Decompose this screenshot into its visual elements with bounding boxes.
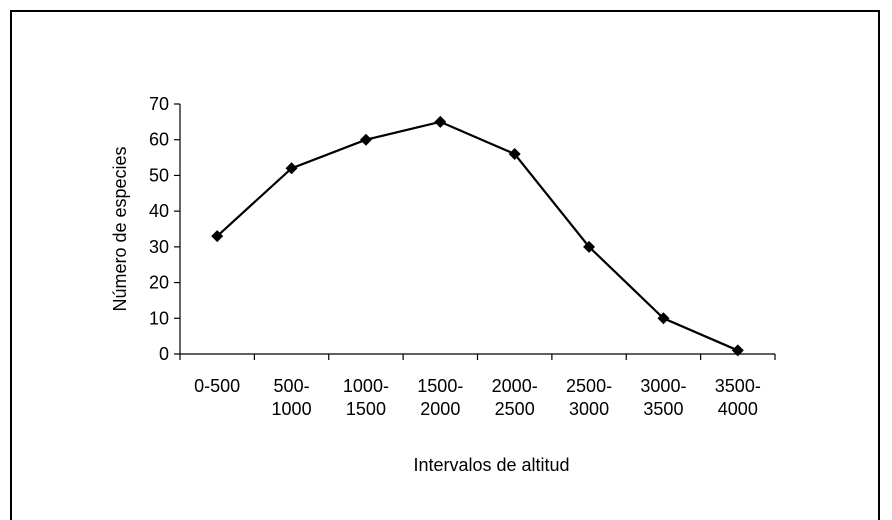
x-tick-label: 500-1000 [272, 376, 312, 419]
x-tick-label: 2500-3000 [566, 376, 612, 419]
line-chart: 0 10 20 30 40 50 60 70 0-500 500-1000 1000-1500 150… [110, 94, 776, 475]
data-point-marker [731, 344, 744, 357]
y-tick-label: 40 [149, 201, 169, 221]
series-line [216, 120, 739, 352]
x-tick-label: 3500-4000 [715, 376, 761, 419]
y-tick-label: 20 [149, 273, 169, 293]
y-tick-label: 0 [159, 344, 169, 364]
data-point-marker [359, 133, 372, 146]
data-point-marker [285, 162, 298, 175]
y-axis-title: Número de especies [110, 146, 130, 311]
x-tick-label: 2000-2500 [492, 376, 538, 419]
x-axis-title: Intervalos de altitud [413, 455, 569, 475]
x-tick-label: 3000-3500 [640, 376, 686, 419]
y-tick-label: 70 [149, 94, 169, 114]
y-tick-label: 10 [149, 308, 169, 328]
x-tick-label: 0-500 [194, 376, 240, 396]
data-point-marker [657, 312, 670, 325]
x-tick-label: 1000-1500 [343, 376, 389, 419]
y-tick-label: 60 [149, 130, 169, 150]
data-point-marker [434, 115, 447, 128]
data-point-marker [508, 148, 521, 160]
y-tick-label: 50 [149, 165, 169, 185]
data-point-marker [211, 230, 224, 243]
chart-frame: 0 10 20 30 40 50 60 70 0-500 500-1000 1000-1500 150… [10, 10, 880, 520]
data-point-marker [583, 240, 596, 253]
x-tick-label: 1500-2000 [417, 376, 463, 419]
y-tick-label: 30 [149, 237, 169, 257]
